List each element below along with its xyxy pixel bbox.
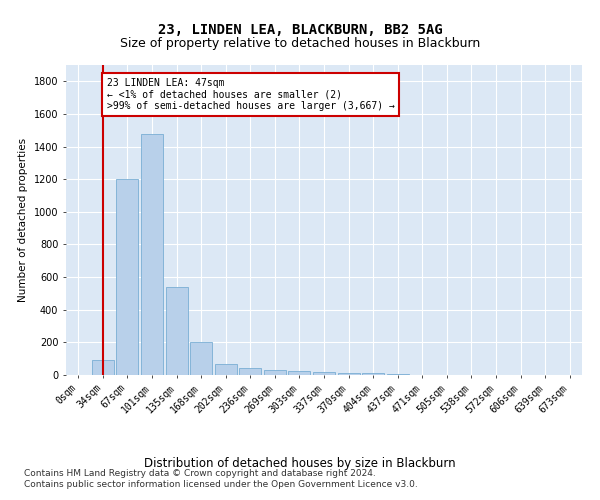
Text: Contains public sector information licensed under the Open Government Licence v3: Contains public sector information licen… <box>24 480 418 489</box>
Bar <box>313 372 335 375</box>
Bar <box>289 371 310 375</box>
Y-axis label: Number of detached properties: Number of detached properties <box>18 138 28 302</box>
Text: Distribution of detached houses by size in Blackburn: Distribution of detached houses by size … <box>144 458 456 470</box>
Text: Size of property relative to detached houses in Blackburn: Size of property relative to detached ho… <box>120 38 480 51</box>
Bar <box>386 374 409 375</box>
Bar <box>166 287 188 375</box>
Bar <box>362 374 384 375</box>
Bar <box>141 134 163 375</box>
Bar <box>116 179 139 375</box>
Text: Contains HM Land Registry data © Crown copyright and database right 2024.: Contains HM Land Registry data © Crown c… <box>24 468 376 477</box>
Bar <box>239 368 262 375</box>
Bar <box>190 342 212 375</box>
Bar <box>92 360 114 375</box>
Bar <box>264 370 286 375</box>
Text: 23 LINDEN LEA: 47sqm
← <1% of detached houses are smaller (2)
>99% of semi-detac: 23 LINDEN LEA: 47sqm ← <1% of detached h… <box>107 78 394 112</box>
Text: 23, LINDEN LEA, BLACKBURN, BB2 5AG: 23, LINDEN LEA, BLACKBURN, BB2 5AG <box>158 22 442 36</box>
Bar <box>215 364 237 375</box>
Bar <box>338 372 359 375</box>
